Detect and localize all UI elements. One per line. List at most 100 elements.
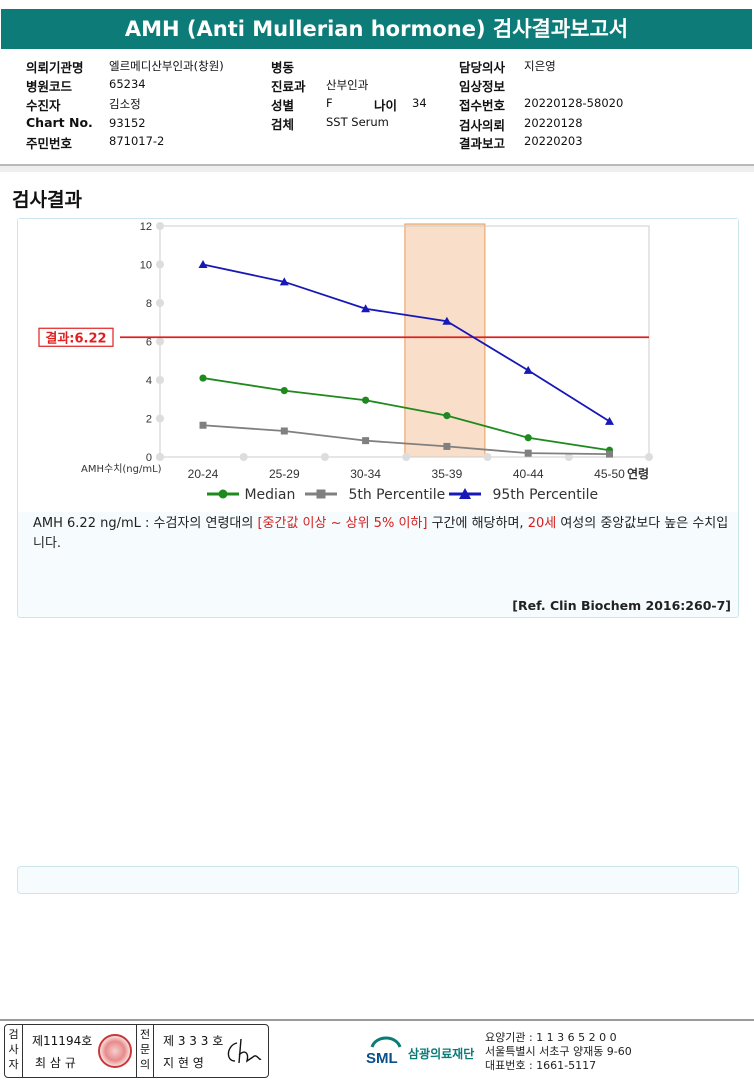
x-tick-dot (156, 453, 164, 461)
notes-box (17, 866, 739, 894)
logo-text: SML (366, 1050, 398, 1067)
reference-label-box (38, 327, 114, 347)
data-point (362, 437, 370, 445)
series-line-0 (202, 377, 610, 452)
info-value: 김소정 (109, 97, 141, 111)
doctor-license: 제 3 3 3 호 (163, 1034, 224, 1048)
data-point (523, 365, 533, 374)
info-label: 병원코드 (26, 79, 73, 94)
info-value: 산부인과 (326, 78, 369, 92)
series-line-2 (202, 263, 610, 423)
x-tick-dot (645, 453, 653, 461)
info-value: 20220128-58020 (524, 96, 624, 110)
y-tick-dot (156, 299, 164, 307)
info-value: 93152 (109, 116, 146, 130)
doctor-signature (227, 1038, 262, 1064)
desc-range: [중간값 이상 ~ 상위 5% 이하] (257, 516, 428, 531)
y-tick-dot (156, 260, 164, 269)
x-tick-dot (564, 453, 573, 461)
legend-item-95th[interactable]: 95th Percentile (448, 487, 598, 507)
inspector-name: 최 삼 규 (35, 1056, 76, 1070)
data-point (362, 396, 370, 404)
x-tick-label: 40-44 (513, 467, 544, 481)
y-tick-dot (156, 376, 164, 384)
legend-marker-circle (207, 489, 239, 499)
desc-text: 여성의 중앙값보다 높은 수치입니다. (33, 516, 729, 551)
legend-item-5th[interactable]: 5th Percentile (304, 487, 445, 507)
x-tick-dot (402, 453, 411, 461)
data-point (443, 442, 451, 450)
doctor-name: 지 현 영 (163, 1056, 204, 1070)
info-label: 주민번호 (26, 136, 73, 151)
info-label: 의뢰기관명 (26, 60, 84, 75)
x-tick-label: 30-34 (350, 467, 381, 481)
x-tick-label: 20-24 (188, 467, 219, 481)
data-point (280, 386, 288, 395)
reference-label: 결과:6.22 (45, 330, 106, 346)
info-value: 지은영 (524, 59, 556, 73)
info-label: 성별 (271, 98, 295, 113)
legend-label: Median (244, 487, 296, 503)
data-point (606, 450, 613, 458)
age-value: 34 (412, 96, 427, 110)
y-tick-label: 4 (146, 375, 152, 387)
data-point (199, 421, 207, 429)
x-tick-dot (239, 453, 248, 461)
age-label: 나이 (374, 98, 398, 113)
data-point (442, 316, 452, 325)
org-address: 서울특별시 서초구 양재동 9-60 (485, 1045, 632, 1058)
amh-chart: 결과:6.22 0 2 4 6 8 10 12 20-24 25-29 30-34 35-39 40-… (38, 221, 653, 481)
seal-stamp (98, 1034, 132, 1068)
y-tick-label: 8 (146, 298, 152, 310)
data-point (524, 434, 532, 442)
section-title: 검사결과 (12, 189, 82, 211)
y-axis-label: AMH수치(ng/mL) (81, 463, 162, 475)
data-point (199, 374, 207, 382)
info-label: Chart No. (26, 115, 93, 130)
data-point (280, 427, 288, 435)
x-axis-label: 연령 (627, 466, 649, 481)
data-point (361, 304, 371, 313)
series-line-1 (202, 424, 610, 456)
info-label: 병동 (271, 60, 295, 75)
legend-label: 95th Percentile (492, 487, 599, 503)
data-point (279, 277, 289, 286)
x-tick-label: 25-29 (269, 467, 300, 481)
info-value: 65234 (109, 77, 146, 91)
org-info: 요양기관 : 1 1 3 6 5 2 0 0 서울특별시 서초구 양재동 9-6… (485, 1031, 632, 1073)
data-point (443, 412, 451, 420)
info-value: 20220203 (524, 134, 583, 148)
x-tick-label: 35-39 (432, 467, 463, 481)
report-title: AMH (Anti Mullerian hormone) 검사결과보고서 (1, 9, 752, 49)
divider-strip (0, 166, 754, 172)
legend-label: 5th Percentile (348, 487, 446, 503)
info-value: 871017-2 (109, 134, 165, 148)
y-tick-label: 6 (146, 337, 152, 349)
x-tick-label: 45-50 (594, 467, 625, 481)
chart-area (18, 219, 738, 512)
info-label: 검사의뢰 (459, 118, 506, 133)
inspector-license: 제11194호 (32, 1034, 93, 1048)
org-name: 삼광의료재단 (408, 1047, 475, 1061)
desc-text: 구간에 해당하며, (427, 516, 528, 531)
info-label: 접수번호 (459, 98, 506, 113)
footer-divider (0, 1019, 754, 1021)
info-label: 담당의사 (459, 60, 506, 75)
legend-item-median[interactable]: Median (206, 487, 295, 507)
org-code: 요양기관 : 1 1 3 6 5 2 0 0 (485, 1031, 617, 1044)
info-label: 임상정보 (459, 79, 506, 94)
x-tick-dot (320, 453, 329, 461)
info-label: 수진자 (26, 98, 61, 113)
info-value: 엘르메디산부인과(창원) (109, 59, 224, 73)
legend-marker-triangle (449, 488, 481, 499)
divider (0, 164, 754, 166)
info-value: 20220128 (524, 116, 583, 130)
info-label: 진료과 (271, 79, 306, 94)
x-tick-dot (483, 453, 492, 461)
info-label: 결과보고 (459, 136, 506, 151)
info-value: SST Serum (326, 115, 389, 129)
result-description: AMH 6.22 ng/mL : 수검자의 연령대의 [중간값 이상 ~ 상위 … (33, 514, 733, 554)
legend-marker-square (305, 489, 337, 499)
